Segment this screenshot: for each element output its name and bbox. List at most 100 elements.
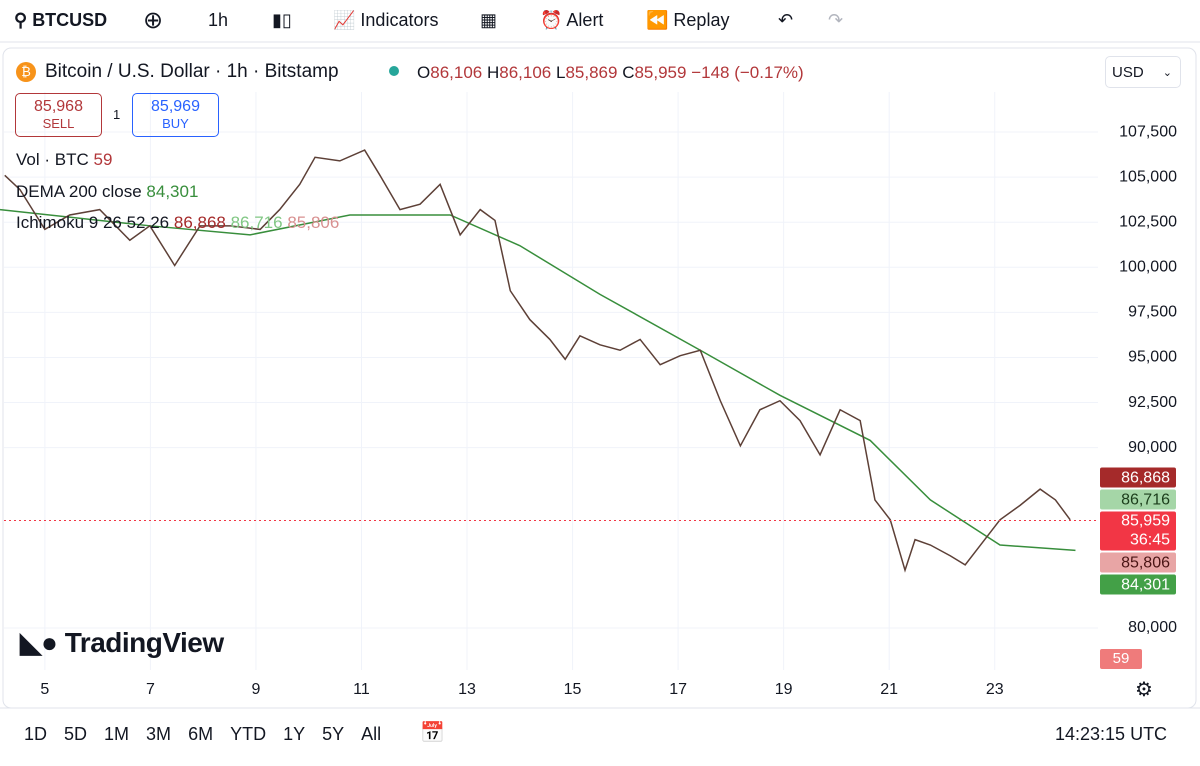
- currency: USD: [1112, 64, 1144, 81]
- redo-button[interactable]: ↷: [828, 10, 844, 30]
- x-tick-label: 21: [880, 681, 898, 698]
- timeframe-button[interactable]: 1D: [24, 724, 48, 744]
- add-button[interactable]: ⊕: [143, 7, 164, 34]
- ohlc-value: 86,106: [430, 63, 483, 82]
- price-line: [0, 208, 1076, 552]
- layout-button[interactable]: ▦: [480, 10, 498, 30]
- timeframe-button[interactable]: 3M: [146, 724, 172, 744]
- volume-badge: 59: [1100, 649, 1142, 669]
- ichimoku-legend: Ichimoku 9 26 52 26 86,868 86,716 85,806: [16, 213, 339, 233]
- y-tick-label: 102,500: [1119, 213, 1177, 230]
- last-price-badge: [1100, 511, 1176, 551]
- y-tick-label: 90,000: [1128, 439, 1177, 456]
- price-line: [4, 149, 1071, 573]
- y-tick-label: 107,500: [1119, 123, 1177, 140]
- level-badge: [1100, 574, 1176, 595]
- alert-button[interactable]: ⏰ Alert: [540, 10, 604, 30]
- sell-label: SELL: [42, 116, 75, 131]
- timeframe-button[interactable]: 6M: [188, 724, 214, 744]
- ichimoku-value: 85,806: [287, 213, 340, 232]
- x-tick-label: 9: [251, 681, 260, 698]
- market-status: [389, 66, 399, 76]
- x-tick-label: 17: [669, 681, 687, 698]
- chart-type-button[interactable]: ▮▯: [272, 10, 292, 30]
- y-tick-label: 97,500: [1128, 304, 1177, 321]
- timeframe-button[interactable]: 5D: [64, 724, 88, 744]
- clock: 14:23:15 UTC: [1055, 724, 1168, 744]
- date-range-button[interactable]: 📅: [420, 722, 445, 744]
- x-tick-label: 23: [986, 681, 1004, 698]
- quantity: 1: [113, 107, 121, 122]
- y-tick-label: 95,000: [1128, 349, 1177, 366]
- change: −148 (−0.17%): [691, 63, 804, 82]
- ichimoku-label: Ichimoku: [16, 213, 85, 232]
- volume-value: 59: [93, 150, 113, 169]
- ichimoku-value: 86,868: [173, 213, 226, 232]
- dema-label: DEMA 200 close: [16, 182, 142, 201]
- alert-label: Alert: [566, 10, 604, 30]
- last-price-label: 85,959: [1121, 513, 1170, 530]
- ohlc-value: 85,869: [565, 63, 618, 82]
- replay-label: Replay: [673, 10, 730, 30]
- ohlc-value: 85,959: [634, 63, 687, 82]
- buy-button[interactable]: 85,969 BUY: [132, 93, 219, 137]
- ohlc-value: 86,106: [499, 63, 552, 82]
- symbol-button[interactable]: ⚲ BTCUSD: [14, 10, 108, 30]
- x-tick-label: 19: [775, 681, 793, 698]
- level-label: 85,806: [1121, 555, 1170, 572]
- ohlc-key: O: [417, 63, 431, 82]
- y-tick-label: 100,000: [1119, 259, 1177, 276]
- buy-label: BUY: [162, 116, 189, 131]
- timeframe-button[interactable]: YTD: [230, 724, 267, 744]
- timeframe-button[interactable]: 1M: [104, 724, 130, 744]
- level-badge: [1100, 552, 1176, 573]
- timeframe-button[interactable]: 5Y: [322, 724, 345, 744]
- timeframe-button[interactable]: All: [361, 724, 382, 744]
- x-tick-label: 7: [146, 681, 155, 698]
- indicators-label: Indicators: [360, 10, 439, 30]
- x-tick-label: 11: [353, 681, 370, 698]
- ohlc-key: L: [555, 63, 566, 82]
- undo-button[interactable]: ↶: [778, 10, 794, 30]
- level-label: 84,301: [1121, 577, 1170, 594]
- y-tick-label: 105,000: [1119, 168, 1177, 185]
- logo: ◣● TradingView: [20, 627, 224, 658]
- level-badge: [1100, 489, 1176, 510]
- coin-icon: ₿: [16, 62, 36, 82]
- ohlc-key: H: [486, 63, 500, 82]
- ohlc-key: C: [622, 63, 635, 82]
- x-tick-label: 13: [458, 681, 476, 698]
- x-tick-label: 5: [40, 681, 49, 698]
- ichimoku-value: 86,716: [230, 213, 283, 232]
- level-badge: [1100, 467, 1176, 488]
- interval-button[interactable]: 1h: [208, 10, 229, 30]
- sell-price: 85,968: [34, 98, 83, 115]
- level-label: 86,716: [1121, 492, 1170, 509]
- symbol: BTCUSD: [32, 10, 108, 30]
- level-label: 86,868: [1121, 470, 1170, 487]
- dema-legend: DEMA 200 close 84,301: [16, 182, 198, 202]
- y-tick-label: 92,500: [1128, 394, 1177, 411]
- timeframe-bar: 1D 5D 1M 3M 6M YTD 1Y 5Y All: [24, 724, 381, 745]
- currency-select[interactable]: USD ⌄: [1105, 56, 1181, 88]
- sell-button[interactable]: 85,968 SELL: [15, 93, 102, 137]
- buy-price: 85,969: [151, 98, 200, 115]
- dema-value: 84,301: [146, 182, 199, 201]
- ohlc: O86,106 H86,106 L85,869 C85,959 −148 (−0…: [417, 63, 804, 83]
- chart-title: Bitcoin / U.S. Dollar · 1h · Bitstamp: [45, 61, 339, 82]
- y-tick-label: 80,000: [1128, 619, 1177, 636]
- indicators-button[interactable]: 📈 Indicators: [333, 10, 439, 30]
- volume-label: Vol · BTC: [16, 150, 89, 169]
- chart-frame: [2, 47, 1197, 709]
- settings-button[interactable]: ⚙: [1135, 679, 1153, 701]
- x-tick-label: 15: [564, 681, 582, 698]
- logo-text: TradingView: [64, 627, 224, 658]
- plot: [0, 92, 1098, 670]
- volume-legend: Vol · BTC 59: [16, 150, 112, 170]
- countdown: 36:45: [1130, 532, 1170, 549]
- timeframe-button[interactable]: 1Y: [283, 724, 306, 744]
- ichimoku-params: 9 26 52 26: [88, 213, 170, 232]
- replay-button[interactable]: ⏪ Replay: [646, 10, 730, 30]
